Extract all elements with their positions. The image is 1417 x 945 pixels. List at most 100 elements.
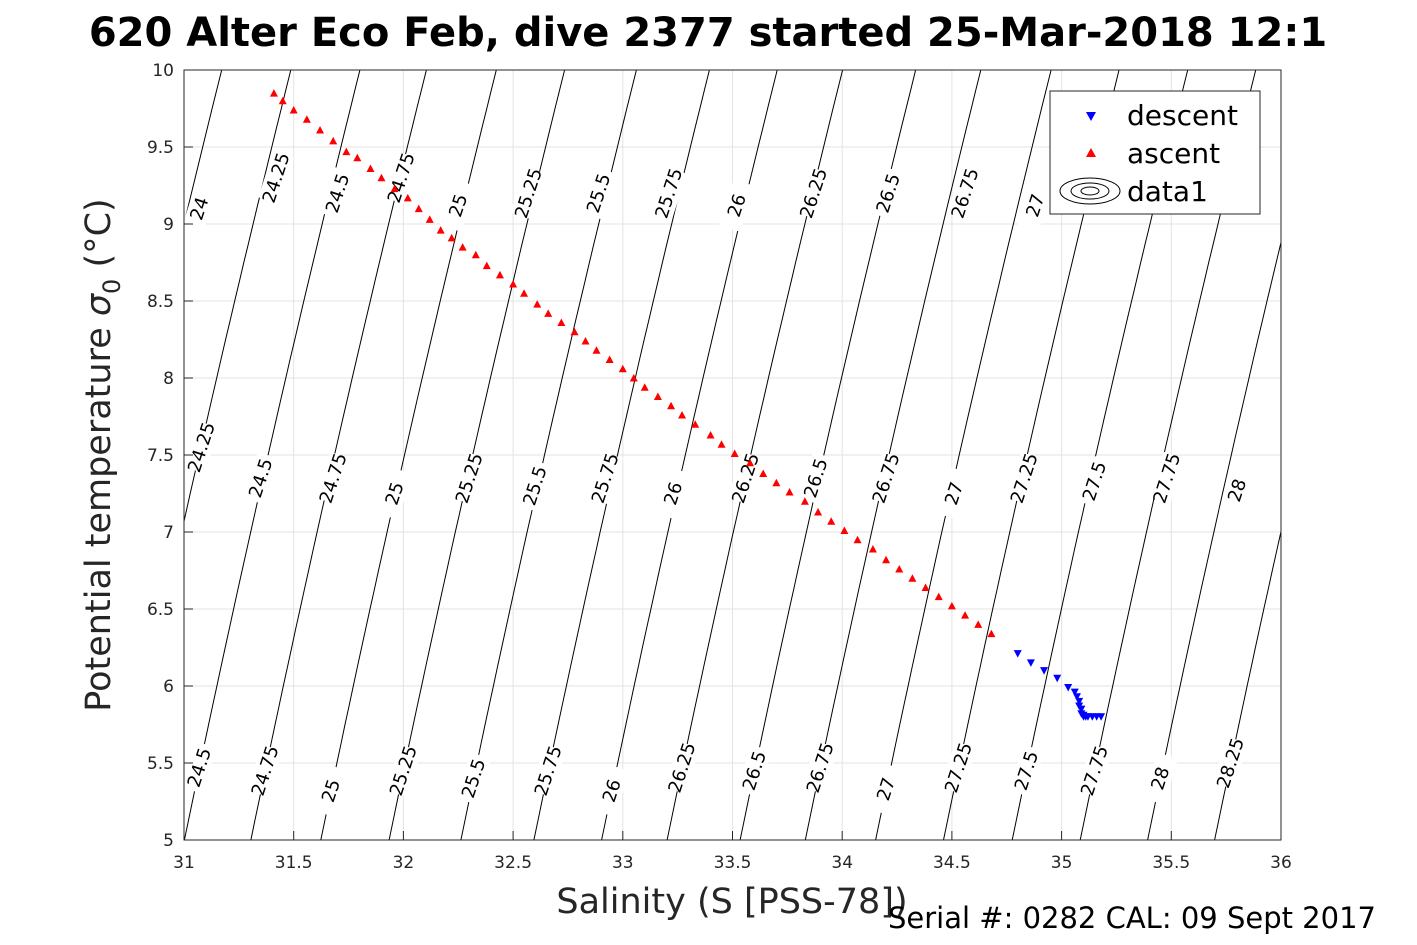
ascent-point — [520, 289, 529, 297]
y-tick-label: 6 — [163, 677, 174, 697]
y-tick-label: 7 — [163, 523, 174, 543]
y-tick-label: 5.5 — [147, 754, 174, 774]
contour-label-bg — [802, 741, 839, 794]
ascent-point — [278, 96, 287, 105]
y-tick-label: 8 — [163, 369, 174, 389]
y-tick-label: 10 — [152, 61, 174, 81]
ascent-point — [717, 440, 726, 448]
legend-descent-label: descent — [1127, 99, 1238, 132]
contour-label-bg — [181, 741, 218, 794]
ascent-point — [827, 517, 836, 525]
contour-label-bg — [736, 744, 773, 797]
ascent-point — [471, 250, 480, 259]
ascent-point — [557, 318, 566, 327]
ascent-point — [592, 346, 601, 354]
ascent-point — [759, 469, 768, 477]
x-axis-label: Salinity (S [PSS-78]) — [556, 882, 907, 922]
contour-label-bg — [719, 179, 755, 232]
ascent-point — [653, 392, 662, 400]
y-tick-label: 5 — [163, 831, 174, 851]
ascent-point — [640, 383, 649, 391]
x-tick-label: 32 — [393, 853, 415, 873]
contour-label-bg — [258, 151, 295, 205]
contour-label-bg — [593, 764, 630, 817]
contour-label-bg — [385, 744, 422, 797]
ascent-point — [691, 420, 700, 428]
chart-title: 620 Alter Eco Feb, dive 2377 started 25-… — [89, 10, 1327, 56]
contour-label-bg — [1076, 454, 1113, 508]
ascent-point — [814, 507, 823, 516]
legend-contour-label: data1 — [1127, 175, 1208, 208]
ascent-point — [390, 184, 399, 193]
contour-label-bg — [1142, 752, 1179, 805]
contour-label-bg — [580, 166, 617, 220]
isopycnal-line — [1284, 70, 1417, 840]
ascent-point — [581, 337, 590, 345]
ascent-point — [987, 629, 996, 638]
descent-point — [1053, 674, 1062, 683]
y-tick-label: 7.5 — [147, 446, 174, 466]
ascent-point — [678, 410, 687, 419]
contour-label-bg — [1149, 451, 1185, 505]
ascent-point — [269, 89, 278, 97]
contour-label-bg — [315, 451, 352, 505]
ascent-point — [853, 535, 862, 544]
contour-label-bg — [795, 166, 832, 220]
legend-ascent-label: ascent — [1127, 137, 1220, 170]
ascent-point — [377, 173, 386, 182]
ascent-point — [667, 401, 676, 410]
contour-label-bg — [1008, 744, 1045, 797]
ascent-point — [868, 544, 877, 553]
ascent-point — [772, 478, 781, 487]
ascent-point — [605, 355, 614, 364]
descent-point — [1013, 650, 1022, 658]
contour-label-bg — [510, 166, 547, 220]
contour-label-bg — [947, 166, 983, 220]
x-tick-label: 31 — [173, 853, 195, 873]
legend: descent ascent data1 — [1049, 90, 1261, 215]
ascent-point — [342, 147, 351, 156]
contour-label-bg — [655, 467, 692, 520]
ascent-point — [629, 374, 638, 382]
ascent-point — [533, 300, 542, 308]
ascent-point — [403, 193, 412, 202]
contour-label-bg — [455, 752, 492, 805]
contour-label-bg — [530, 744, 567, 797]
ascent-point — [840, 526, 849, 534]
ascent-point — [414, 204, 423, 213]
ascent-point — [921, 583, 930, 591]
descent-series — [1013, 650, 1106, 721]
contour-label-bg — [242, 451, 279, 505]
descent-point — [1072, 693, 1081, 701]
contour-label-bg — [1076, 744, 1113, 797]
x-tick-label: 33.5 — [714, 853, 752, 873]
ascent-point — [895, 564, 904, 573]
ascent-point — [961, 611, 970, 619]
contour-label-bg — [868, 451, 904, 505]
ascent-point — [934, 592, 943, 601]
ascent-point — [329, 136, 338, 145]
ascent-point — [495, 270, 504, 279]
ascent-point — [785, 487, 794, 496]
contour-label-bg — [587, 451, 624, 505]
descent-point — [1026, 659, 1035, 667]
contour-label-bg — [247, 744, 284, 797]
descent-point — [1097, 713, 1106, 721]
y-tick-label: 9 — [163, 215, 174, 235]
x-tick-label: 34.5 — [933, 853, 971, 873]
y-axis-label: Potential temperature σ0 (°C) — [79, 198, 126, 711]
ascent-point — [544, 309, 553, 317]
isopycnal-line — [184, 70, 223, 227]
ascent-point — [447, 233, 456, 242]
contour-label-bg — [181, 182, 218, 235]
ascent-point — [289, 106, 298, 114]
y-axis-label-unit: (°C) — [79, 198, 119, 278]
y-tick-label: 6.5 — [147, 600, 174, 620]
ascent-point — [425, 215, 434, 223]
contour-label-bg — [650, 166, 687, 220]
contour-label-bg — [1212, 736, 1249, 790]
descent-point — [1075, 697, 1084, 706]
contour-label-bg — [376, 467, 413, 520]
ascent-point — [908, 574, 917, 582]
ascent-point — [800, 497, 809, 505]
